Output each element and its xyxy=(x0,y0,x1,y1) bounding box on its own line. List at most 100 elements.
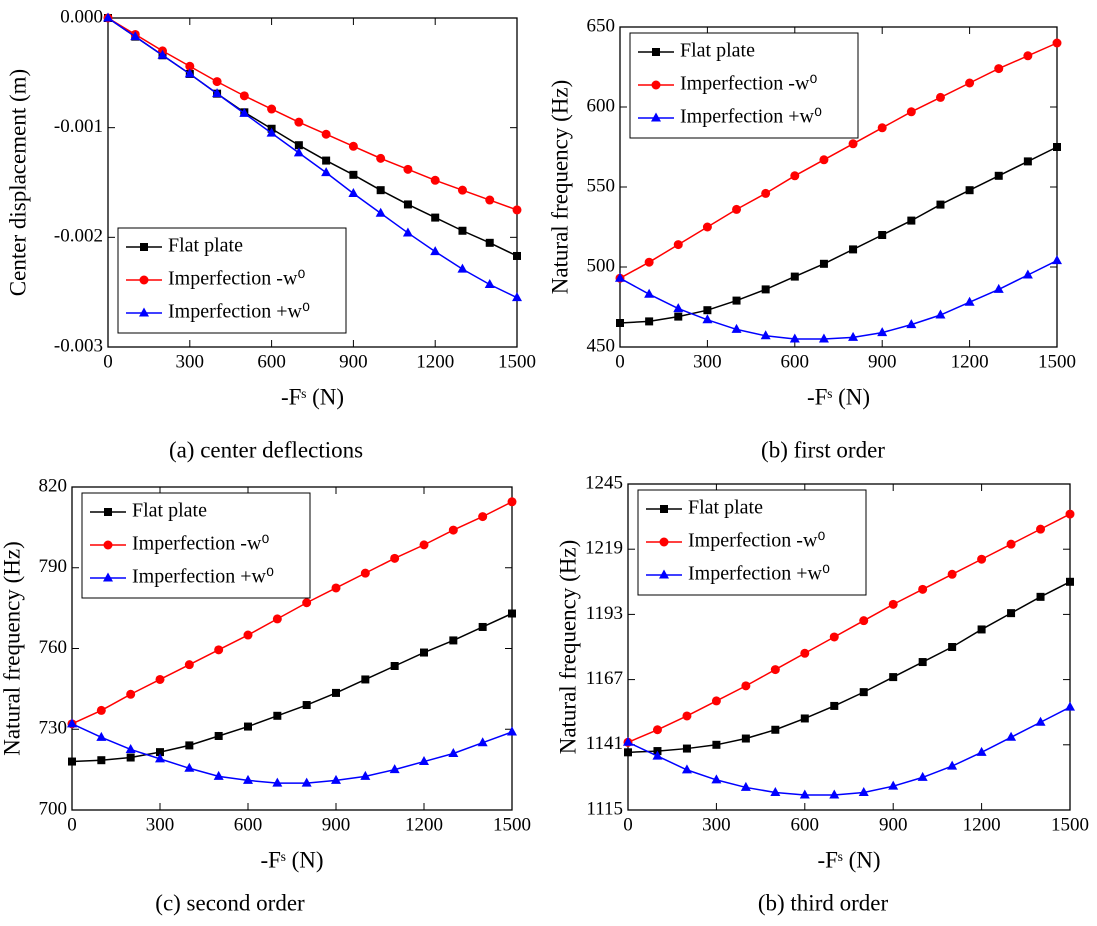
y-tick-label: 1141 xyxy=(586,733,623,754)
caption: (a) center deflections xyxy=(169,437,363,462)
marker-triangle xyxy=(888,780,899,790)
marker-circle xyxy=(741,681,751,691)
marker-triangle xyxy=(917,771,928,781)
marker-square xyxy=(97,756,106,765)
y-tick-label: 820 xyxy=(39,475,68,496)
plot-frame xyxy=(627,483,1071,811)
legend-label: Imperfection -w⁰ xyxy=(168,268,305,290)
marker-circle xyxy=(994,64,1004,74)
y-tick-label: 600 xyxy=(587,95,616,116)
marker-square xyxy=(741,734,750,743)
marker-square xyxy=(830,701,839,710)
legend-label: Imperfection -w⁰ xyxy=(132,533,269,555)
marker-triangle xyxy=(1022,269,1033,279)
marker-square xyxy=(273,711,282,720)
caption: (c) second order xyxy=(155,890,305,915)
marker-square xyxy=(732,296,741,305)
x-tick-label: 900 xyxy=(868,351,897,372)
marker-triangle xyxy=(331,774,341,784)
marker-circle xyxy=(644,257,654,267)
marker-circle xyxy=(1065,509,1075,519)
x-tick-label: 900 xyxy=(322,814,351,835)
marker-circle xyxy=(800,648,810,658)
marker-circle xyxy=(682,711,692,721)
series-line xyxy=(71,501,513,725)
y-tick-label: 1245 xyxy=(585,472,623,493)
marker-triangle xyxy=(266,127,277,137)
marker-square xyxy=(156,748,164,757)
marker-square xyxy=(390,661,399,670)
marker-circle xyxy=(659,537,669,547)
x-tick-label: 1200 xyxy=(963,814,1001,835)
x-tick-label: 600 xyxy=(257,351,286,372)
y-tick-label: 760 xyxy=(39,637,68,658)
x-tick-label: 1500 xyxy=(1038,351,1076,372)
caption: (b) first order xyxy=(761,437,885,462)
y-tick-label: 0.000 xyxy=(60,6,103,27)
marker-circle xyxy=(732,204,742,214)
legend-label: Imperfection +w⁰ xyxy=(680,106,822,128)
marker-square xyxy=(376,186,385,195)
marker-circle xyxy=(859,616,869,626)
y-tick-label: -0.002 xyxy=(54,226,103,247)
y-tick-label: 1167 xyxy=(586,668,623,689)
series-line xyxy=(627,581,1071,754)
y-tick-label: 1219 xyxy=(585,538,623,559)
marker-circle xyxy=(302,598,312,608)
marker-triangle xyxy=(321,167,332,177)
marker-circle xyxy=(918,584,928,594)
marker-triangle xyxy=(935,309,946,319)
marker-circle xyxy=(888,599,898,609)
marker-square xyxy=(660,505,668,513)
x-tick-label: 300 xyxy=(146,814,175,835)
marker-square xyxy=(302,701,311,710)
x-tick-label: 900 xyxy=(879,814,908,835)
marker-circle xyxy=(430,175,440,185)
x-tick-label: 1200 xyxy=(951,351,989,372)
marker-circle xyxy=(848,139,858,149)
series-line xyxy=(619,146,1058,324)
marker-triangle xyxy=(964,296,975,306)
marker-circle xyxy=(139,275,149,285)
marker-square xyxy=(349,170,358,179)
legend-label: Imperfection +w⁰ xyxy=(168,301,310,323)
x-tick-label: 300 xyxy=(176,351,205,372)
marker-triangle xyxy=(348,187,359,197)
marker-square xyxy=(185,741,194,750)
marker-circle xyxy=(214,645,224,655)
marker-circle xyxy=(321,129,331,139)
marker-square xyxy=(420,648,428,657)
marker-triangle xyxy=(1052,255,1062,265)
marker-triangle xyxy=(139,307,149,317)
marker-triangle xyxy=(96,731,107,741)
marker-triangle xyxy=(360,770,371,780)
marker-square xyxy=(645,317,654,326)
marker-circle xyxy=(272,614,282,624)
marker-circle xyxy=(702,222,712,232)
legend-label: Flat plate xyxy=(132,500,207,522)
marker-square xyxy=(485,238,494,247)
marker-circle xyxy=(711,696,721,706)
marker-triangle xyxy=(103,12,113,22)
marker-triangle xyxy=(681,764,692,774)
marker-square xyxy=(682,744,691,753)
marker-square xyxy=(771,725,780,734)
marker-triangle xyxy=(789,333,800,343)
y-axis-label: Natural frequency (Hz) xyxy=(555,540,580,755)
marker-circle xyxy=(478,512,488,522)
marker-circle xyxy=(877,123,887,133)
marker-triangle xyxy=(993,283,1004,293)
marker-circle xyxy=(977,554,987,564)
legend-label: Flat plate xyxy=(168,235,243,257)
marker-square xyxy=(322,156,331,165)
y-tick-label: 1115 xyxy=(586,798,623,819)
marker-triangle xyxy=(644,288,655,298)
marker-square xyxy=(244,722,252,731)
x-tick-label: 1200 xyxy=(405,814,443,835)
marker-square xyxy=(859,688,868,697)
marker-triangle xyxy=(673,303,684,313)
marker-square xyxy=(1007,609,1016,618)
x-tick-label: 300 xyxy=(693,351,722,372)
marker-square xyxy=(1023,157,1032,166)
